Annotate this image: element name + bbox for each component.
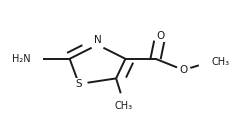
Text: O: O	[179, 65, 188, 75]
Text: S: S	[76, 79, 82, 89]
Text: O: O	[156, 31, 164, 41]
Text: H₂N: H₂N	[11, 54, 30, 64]
Text: CH₃: CH₃	[114, 101, 132, 111]
Text: N: N	[94, 35, 101, 45]
Text: CH₃: CH₃	[211, 57, 229, 67]
